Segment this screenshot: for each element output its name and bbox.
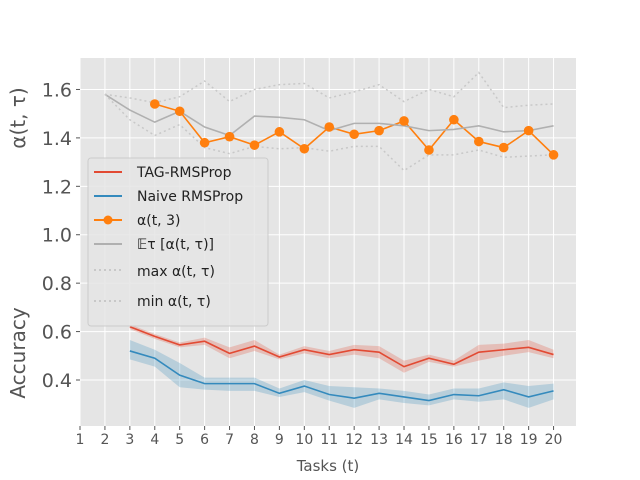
x-tick-label: 18 xyxy=(495,432,513,448)
x-tick-label: 6 xyxy=(200,432,209,448)
point-alpha3 xyxy=(374,125,384,136)
band-naive xyxy=(129,340,554,408)
series-markers xyxy=(149,99,559,160)
line-tag xyxy=(129,325,554,368)
point-alpha3 xyxy=(523,125,534,136)
x-tick-label: 9 xyxy=(275,432,284,448)
x-tick-label: 2 xyxy=(100,432,109,448)
x-tick-label: 10 xyxy=(295,432,313,448)
legend-label-alpha3: α(t, 3) xyxy=(137,213,180,229)
point-alpha3 xyxy=(149,99,160,109)
y-axis-label-bottom: Accuracy xyxy=(6,307,30,398)
point-alpha3 xyxy=(399,116,409,126)
line-max xyxy=(104,71,554,109)
x-tick-label: 4 xyxy=(150,432,159,448)
band-tag xyxy=(129,324,554,373)
point-alpha3 xyxy=(424,145,434,155)
legend-label-tag: TAG-RMSProp xyxy=(136,165,232,181)
x-tick-label: 20 xyxy=(545,432,563,448)
point-alpha3 xyxy=(349,129,359,140)
x-tick-label: 14 xyxy=(395,432,413,448)
y-tick-label: 0.8 xyxy=(42,273,72,295)
x-tick-label: 15 xyxy=(420,432,438,448)
y-tick-label: 1.6 xyxy=(42,79,72,101)
x-tick-label: 19 xyxy=(520,432,538,448)
x-tick-label: 8 xyxy=(250,432,259,448)
legend-marker-alpha3 xyxy=(103,215,113,225)
x-tick-label: 7 xyxy=(225,432,234,448)
point-alpha3 xyxy=(449,114,459,125)
y-tick-label: 1.2 xyxy=(42,176,72,198)
point-alpha3 xyxy=(324,122,335,132)
point-alpha3 xyxy=(224,131,235,142)
y-tick-label: 1.0 xyxy=(42,225,72,247)
x-tick-label: 5 xyxy=(175,432,184,448)
x-tick-label: 16 xyxy=(445,432,463,448)
point-alpha3 xyxy=(174,106,185,117)
y-tick-label: 0.6 xyxy=(42,322,72,344)
x-tick-label: 1 xyxy=(76,432,85,448)
x-tick-label: 3 xyxy=(125,432,134,448)
point-alpha3 xyxy=(299,143,310,154)
point-alpha3 xyxy=(498,142,509,153)
point-alpha3 xyxy=(249,140,260,150)
legend-label-min: min α(t, τ) xyxy=(137,294,211,310)
line-naive xyxy=(129,350,554,402)
point-alpha3 xyxy=(274,127,285,137)
x-tick-label: 11 xyxy=(320,432,338,448)
x-tick-label: 12 xyxy=(345,432,363,448)
legend-label-naive: Naive RMSProp xyxy=(137,189,243,205)
error-bands xyxy=(129,324,554,408)
y-axis-label-top: α(t, τ) xyxy=(6,87,30,148)
point-alpha3 xyxy=(548,150,559,160)
x-tick-labels: 1 2 3 4 5 6 7 8 9 10 11 12 13 14 15 16 17 18 19 20 xyxy=(76,426,563,448)
point-alpha3 xyxy=(199,137,210,148)
legend-label-mean: 𝔼τ [α(t, τ)] xyxy=(137,237,214,253)
legend: TAG-RMSProp Naive RMSProp α(t, 3) 𝔼τ [α(… xyxy=(87,157,269,327)
y-tick-label: 0.4 xyxy=(42,370,72,392)
legend-label-max: max α(t, τ) xyxy=(137,264,215,280)
legend-frame xyxy=(87,157,269,327)
y-tick-label: 1.4 xyxy=(42,128,72,150)
x-tick-label: 13 xyxy=(370,432,388,448)
x-tick-label: 17 xyxy=(470,432,488,448)
y-tick-labels: 0.4 0.6 0.8 1.0 1.2 1.4 1.6 xyxy=(42,79,80,392)
x-axis-label: Tasks (t) xyxy=(296,457,360,475)
point-alpha3 xyxy=(473,136,484,147)
